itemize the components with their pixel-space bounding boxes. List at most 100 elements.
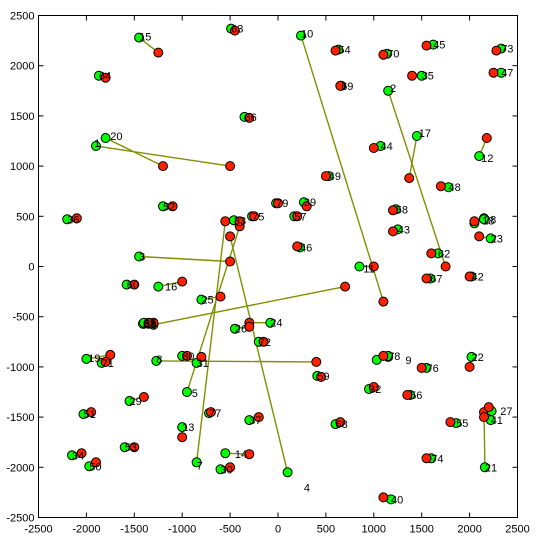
path-start-point-11 xyxy=(354,261,365,272)
y-tick-label: -2500 xyxy=(6,513,34,525)
path-label-75: 75 xyxy=(252,211,264,223)
path-end-point-76 xyxy=(416,362,427,373)
path-label-76: 76 xyxy=(427,363,439,375)
path-end-point-67 xyxy=(421,273,432,284)
path-end-point-6 xyxy=(340,281,351,292)
path-end-point-59 xyxy=(316,371,327,382)
plot-frame xyxy=(38,15,518,518)
path-end-point-44 xyxy=(368,143,379,153)
path-end-point-42 xyxy=(464,271,475,282)
path-label-50: 50 xyxy=(89,461,101,473)
path-label-36: 36 xyxy=(67,214,79,226)
path-start-point-19 xyxy=(81,353,92,364)
path-label-67: 67 xyxy=(430,274,442,286)
path-start-point-22 xyxy=(466,351,477,362)
x-tick-label: 1500 xyxy=(409,524,433,536)
path-label-62: 62 xyxy=(438,248,450,260)
path-start-point-53 xyxy=(119,442,130,453)
path-start-point-34 xyxy=(67,450,77,461)
path-label-10: 10 xyxy=(301,29,313,41)
path-line-1 xyxy=(95,145,231,167)
path-end-point-62 xyxy=(426,248,437,259)
path-end-point-45 xyxy=(421,40,432,51)
path-line-6 xyxy=(152,285,346,326)
path-end-point-31 xyxy=(196,351,207,362)
path-label-46: 46 xyxy=(300,242,312,254)
path-start-point-24 xyxy=(265,317,276,328)
path-label-27: 27 xyxy=(500,406,512,418)
path-label-12: 12 xyxy=(481,153,493,165)
path-end-point-10 xyxy=(378,296,389,307)
path-label-22: 22 xyxy=(472,352,484,364)
path-label-60: 60 xyxy=(127,280,139,292)
path-start-point-12 xyxy=(474,151,485,162)
path-end-point-29 xyxy=(138,392,149,402)
path-label-56: 56 xyxy=(410,390,422,402)
path-label-26: 26 xyxy=(235,324,247,336)
path-label-16: 16 xyxy=(165,282,177,294)
path-end-point-33 xyxy=(234,216,245,227)
y-tick-label: 2500 xyxy=(10,11,34,23)
path-label-4: 4 xyxy=(304,482,310,494)
path-label-78: 78 xyxy=(388,351,400,363)
path-end-point-11 xyxy=(368,261,379,272)
path-label-14: 14 xyxy=(235,449,247,461)
path-label-29: 29 xyxy=(130,396,142,408)
path-start-point-30 xyxy=(215,464,226,475)
path-label-7: 7 xyxy=(197,460,203,472)
path-label-51: 51 xyxy=(84,409,96,421)
path-end-point-35 xyxy=(407,70,418,81)
path-label-49: 49 xyxy=(329,171,341,183)
path-start-point-28 xyxy=(479,214,489,225)
path-end-point-1 xyxy=(225,161,236,172)
path-label-45: 45 xyxy=(433,40,445,52)
path-end-point-30 xyxy=(225,462,236,473)
path-label-77: 77 xyxy=(209,408,221,420)
point-layer xyxy=(62,23,507,505)
path-line-20 xyxy=(104,137,164,167)
path-end-point-41 xyxy=(479,412,489,423)
path-start-point-8 xyxy=(151,355,162,366)
path-label-8: 8 xyxy=(156,354,162,366)
path-line-8 xyxy=(155,360,317,363)
path-label-32: 32 xyxy=(369,384,381,396)
y-tick-label: 500 xyxy=(16,211,34,223)
path-end-point-78 xyxy=(378,350,389,361)
path-start-point-37 xyxy=(244,415,255,426)
path-end-point-66 xyxy=(244,112,255,123)
path-end-point-4 xyxy=(225,231,236,242)
path-label-18: 18 xyxy=(482,215,494,227)
x-tick-label: -1500 xyxy=(120,524,148,536)
path-start-point-36 xyxy=(62,214,73,225)
path-end-point-74 xyxy=(421,453,432,464)
path-end-point-48 xyxy=(435,181,446,192)
path-end-point-2 xyxy=(440,261,451,272)
y-tick-label: 1000 xyxy=(10,161,34,173)
path-label-2: 2 xyxy=(390,83,396,95)
path-label-5: 5 xyxy=(192,388,198,400)
path-label-23: 23 xyxy=(491,233,503,245)
path-label-40: 40 xyxy=(391,494,403,506)
path-line-17 xyxy=(408,135,418,179)
path-end-point-58 xyxy=(388,205,398,216)
x-tick-label: 2000 xyxy=(457,524,481,536)
path-label-41: 41 xyxy=(491,415,503,427)
path-end-point-51 xyxy=(86,407,97,418)
path-end-point-47 xyxy=(488,67,499,78)
path-end-point-14 xyxy=(244,449,255,460)
y-tick-label: -1500 xyxy=(6,412,34,424)
path-label-11: 11 xyxy=(363,264,374,276)
path-end-point-50 xyxy=(91,457,101,468)
path-label-44: 44 xyxy=(381,141,393,153)
path-end-point-73 xyxy=(491,45,502,56)
path-label-28: 28 xyxy=(484,214,496,226)
path-label-6: 6 xyxy=(151,320,157,332)
path-end-point-54 xyxy=(330,45,341,56)
x-tick-label: 2500 xyxy=(505,524,529,536)
path-end-point-23 xyxy=(474,231,485,242)
x-tick-label: -1000 xyxy=(168,524,196,536)
path-start-point-1 xyxy=(91,141,101,151)
path-start-point-29 xyxy=(124,396,135,406)
